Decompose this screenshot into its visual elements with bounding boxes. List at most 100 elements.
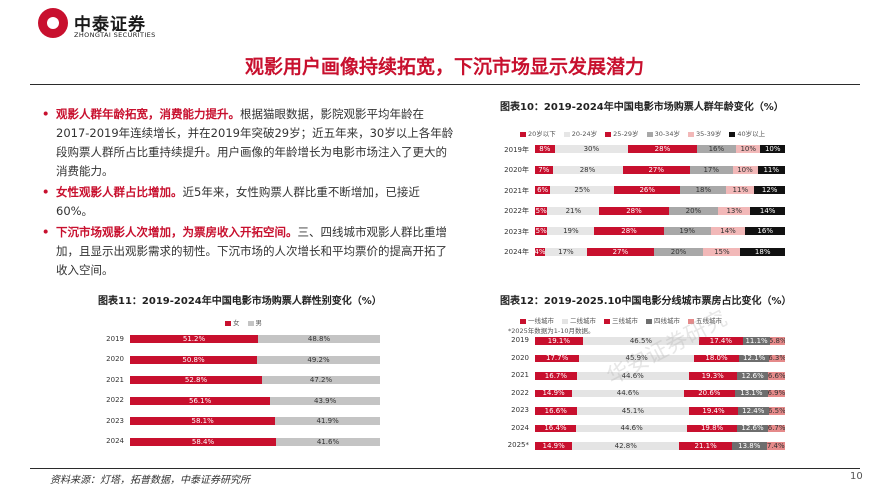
category-label: 2025* [507,441,529,450]
bar-segment: 13.1% [735,389,768,398]
legend-swatch [646,131,653,137]
bar-segment: 12.6% [736,372,769,380]
bar-segment: 6.3% [769,354,785,363]
legend-swatch [604,318,610,324]
bar-segment: 21% [547,206,600,215]
bar-value-label: 43.9% [314,396,337,405]
chart-fig11: 2019 51.2% 48.8% 2020 50.8% 49.2% 2021 52.8% 47.… [90,335,390,460]
bar-segment: 44.6% [576,372,689,380]
legend-label: 三线城市 [612,317,638,325]
bar-value-label: 12.4% [742,407,765,415]
bar-value-label: 19.8% [700,424,724,433]
bar-value-label: 27% [648,165,665,174]
bar-value-label: 12% [761,186,778,194]
bar-value-label: 11.1% [745,337,768,345]
category-label: 2022年 [504,207,529,215]
bar-value-label: 11% [763,165,780,174]
category-label: 2020年 [504,166,529,174]
category-label: 2023 [511,406,529,415]
bar-segment: 44.6% [575,424,688,433]
bar-segment: 46.5% [582,337,700,345]
key-points: 观影人群年龄拓宽，消费能力提升。根据猫眼数据，影院观影平均年龄在2017-201… [42,105,456,282]
bar-segment: 44.6% [572,389,684,397]
chart-fig10: 2019年 8% 30% 28% 16% 10% 10% 2020年 7% 28% 27% 17% 10… [495,145,795,270]
bar-segment: 16.7% [535,372,577,380]
bar-value-label: 58.1% [191,417,214,425]
bar-segment: 20.6% [683,389,736,397]
bar-segment: 19.1% [535,337,583,345]
bullet-gender: 女性观影人群占比增加。近5年来，女性购票人群比重不断增加，已接近60%。 [42,183,456,221]
bar-value-label: 13.1% [740,389,763,398]
bar-value-label: 13% [726,206,743,215]
bar-value-label: 28% [579,165,596,174]
category-label: 2021 [511,371,529,380]
bar-value-label: 41.6% [316,437,340,446]
bar-segment: 19% [547,227,595,235]
legend-item: 20岁以下 [520,130,556,138]
bar-value-label: 16.6% [544,407,567,415]
bar-value-label: 17% [703,165,720,174]
bar-segment: 5.8% [770,337,785,345]
bar-value-label: 6% [537,186,549,194]
bar-value-label: 17.4% [709,337,733,345]
bar-segment: 27% [586,247,654,256]
bar-value-label: 21% [565,206,582,215]
bar-value-label: 18% [754,247,771,256]
bar-value-label: 14.9% [542,442,565,450]
bullet-highlight: 观影人群年龄拓宽，消费能力提升。 [56,107,240,121]
legend-swatch [688,318,694,324]
bar-segment: 10% [732,165,758,174]
category-label: 2020 [511,353,529,362]
bar-value-label: 10% [737,165,753,174]
bar-value-label: 12.1% [743,354,766,363]
legend-item: 40岁以上 [729,130,765,138]
legend-fig10: 20岁以下 20-24岁 25-29岁 30-34岁 35-39岁 40岁以上 [520,128,773,138]
bar-segment: 5% [535,206,548,215]
legend-fig12: 一线城市 二线城市 三线城市 四线城市 五线城市 [520,315,730,325]
bar-segment: 16% [745,227,785,235]
bar-value-label: 6.3% [769,354,785,363]
bar-segment: 45.1% [576,407,690,415]
legend-label: 四线城市 [654,317,680,325]
bar-segment: 19.8% [687,424,737,433]
bar-segment: 16% [696,145,736,153]
bar-segment: 10% [735,145,761,153]
bar-segment: 18.0% [694,354,739,362]
bar-segment: 16.6% [535,407,577,415]
bar-value-label: 17% [558,247,574,256]
bullet-text: 根据猫眼数据，影院观影平均年龄在2017-2019年连续增长，并在2019年突破… [56,107,454,178]
legend-label: 40岁以上 [737,130,766,138]
bar-segment: 6.5% [768,407,785,415]
bar-segment: 11.1% [742,337,771,345]
source-note: 资料来源：灯塔，拓普数据，中泰证券研究所 [50,475,250,486]
bar-value-label: 44.6% [620,424,643,433]
legend-item: 30-34岁 [646,130,680,138]
legend-label: 25-29岁 [613,130,639,138]
bar-segment: 19.4% [689,407,738,415]
bar-value-label: 4% [535,247,545,256]
bar-value-label: 16.4% [544,424,567,433]
category-label: 2024年 [504,248,529,256]
bar-segment: 14% [750,206,785,215]
bar-value-label: 20% [670,247,687,256]
bar-value-label: 19% [679,227,695,235]
bar-segment: 8% [535,145,555,153]
bar-value-label: 19% [563,227,579,235]
bar-segment: 41.6% [276,437,380,446]
bar-value-label: 58.4% [191,437,215,446]
bar-segment: 14% [710,227,746,235]
page-number: 10 [850,471,863,482]
legend-item: 35-39岁 [687,130,721,138]
bar-segment: 50.8% [130,355,257,364]
legend-label: 30-34岁 [654,130,680,138]
bar-value-label: 51.2% [182,335,206,343]
bar-value-label: 7.4% [766,442,785,450]
bar-value-label: 52.8% [184,376,208,384]
bar-segment: 58.4% [130,437,276,446]
bar-segment: 30% [554,145,629,153]
bar-segment: 12.1% [739,354,770,363]
bar-value-label: 5.8% [770,337,785,345]
bar-value-label: 46.5% [629,337,653,345]
logo-icon [38,8,68,38]
bar-segment: 14.9% [535,442,573,450]
